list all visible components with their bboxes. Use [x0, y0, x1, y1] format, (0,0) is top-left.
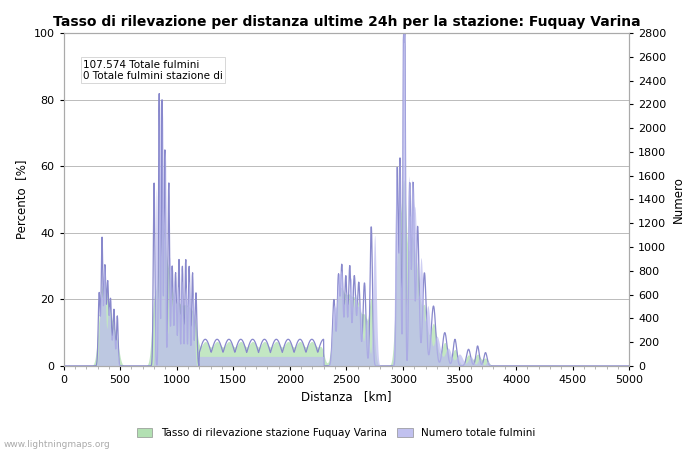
Y-axis label: Numero: Numero [672, 176, 685, 223]
Text: www.lightningmaps.org: www.lightningmaps.org [4, 440, 111, 449]
Legend: Tasso di rilevazione stazione Fuquay Varina, Numero totale fulmini: Tasso di rilevazione stazione Fuquay Var… [132, 424, 540, 442]
Y-axis label: Percento  [%]: Percento [%] [15, 160, 28, 239]
X-axis label: Distanza   [km]: Distanza [km] [301, 391, 391, 404]
Text: 107.574 Totale fulmini
0 Totale fulmini stazione di: 107.574 Totale fulmini 0 Totale fulmini … [83, 59, 223, 81]
Title: Tasso di rilevazione per distanza ultime 24h per la stazione: Fuquay Varina: Tasso di rilevazione per distanza ultime… [52, 15, 640, 29]
